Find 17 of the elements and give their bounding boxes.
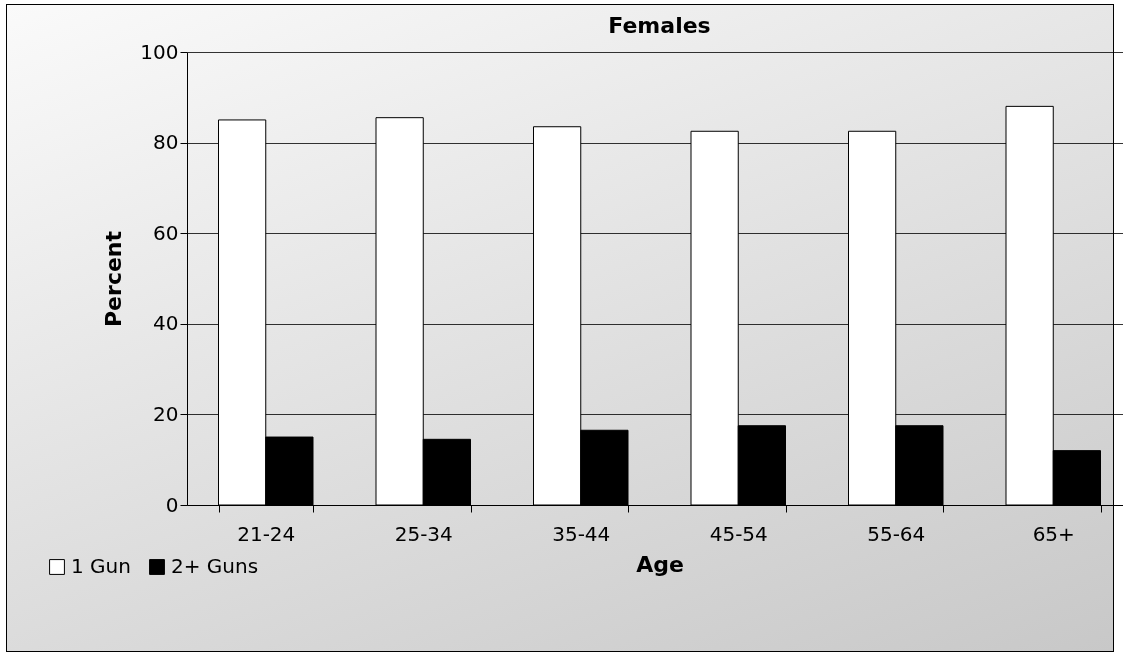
x-tick-label: 45-54 (709, 521, 768, 546)
y-tick-label: 100 (140, 39, 179, 64)
x-axis-title: Age (636, 551, 684, 577)
y-axis-title: Percent (101, 230, 127, 328)
chart-title: Females (608, 13, 711, 38)
x-tick-label: 25-34 (394, 521, 453, 546)
y-tick-label: 0 (165, 492, 179, 517)
x-tick-label: 21-24 (237, 521, 296, 546)
x-tick-label: 55-64 (867, 521, 926, 546)
y-tick-label: 20 (153, 401, 179, 426)
x-tick-label: 65+ (1032, 521, 1075, 546)
y-tick-label: 80 (153, 130, 179, 155)
legend-label: 1 Gun (71, 554, 131, 578)
legend-label: 2+ Guns (171, 554, 259, 578)
y-tick-label: 60 (153, 220, 179, 245)
x-tick-label: 35-44 (552, 521, 611, 546)
y-tick-label: 40 (153, 311, 179, 336)
